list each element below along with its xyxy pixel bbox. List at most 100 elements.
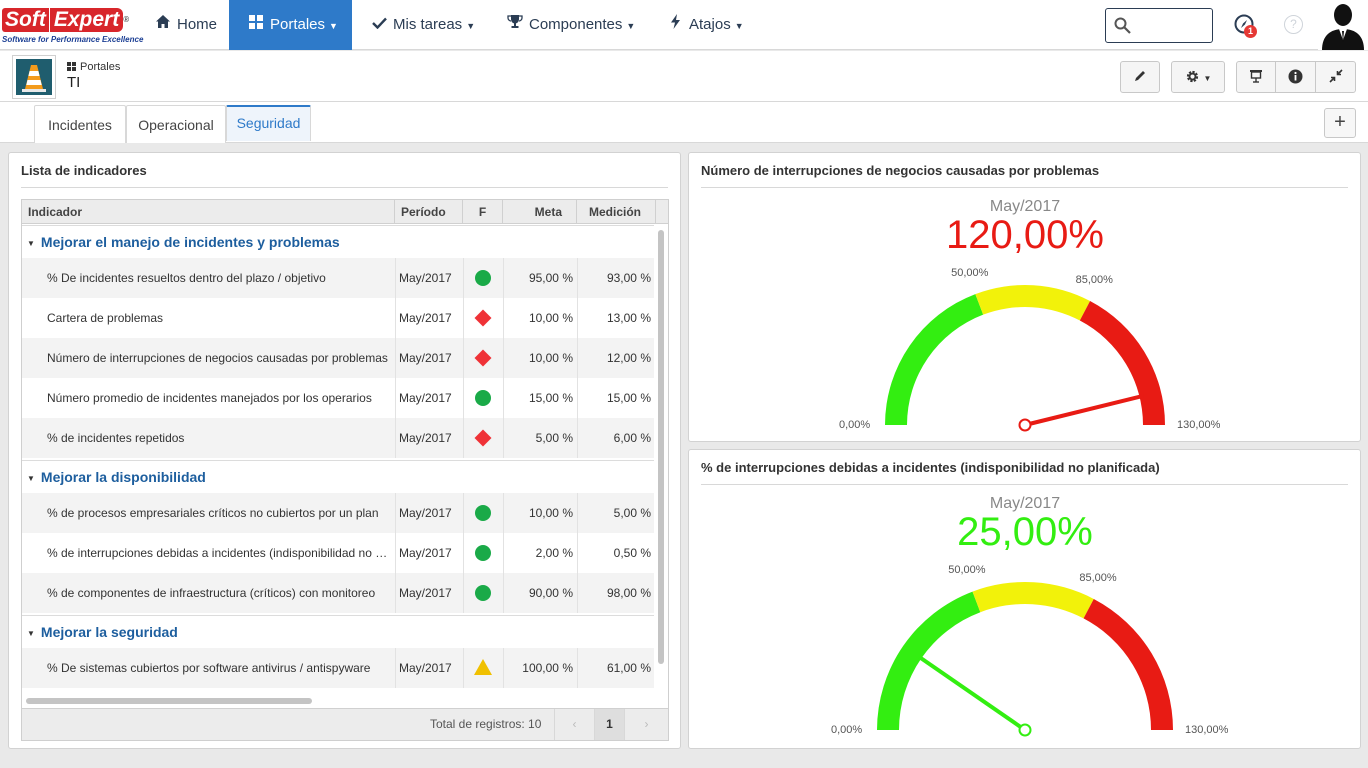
nav-atajos-label: Atajos: [689, 16, 731, 33]
indicator-measure: 6,00 %: [613, 431, 651, 445]
caret-down-icon: ▼: [27, 474, 35, 483]
chevron-down-icon: ▼: [1203, 74, 1212, 83]
column-header-medicion[interactable]: Medición: [577, 200, 656, 224]
indicator-measure: 93,00 %: [606, 271, 651, 285]
divider: [463, 648, 464, 688]
softexpert-logo[interactable]: Soft Expert ® Software for Performance Exc…: [2, 6, 143, 46]
gauge-2-band-label-red-start: 85,00%: [1079, 572, 1117, 585]
divider: [503, 378, 504, 418]
table-row[interactable]: Cartera de problemas May/2017 10,00 % 13,00…: [22, 298, 654, 338]
group-label: Mejorar la seguridad: [40, 624, 178, 640]
table-row[interactable]: % De incidentes resueltos dentro del pla…: [22, 258, 654, 298]
indicator-period: May/2017: [399, 586, 452, 600]
gauge-needle: [1024, 393, 1144, 427]
logo-part-a: Soft: [2, 8, 49, 32]
portal-thumbnail: [12, 55, 56, 99]
next-page-button[interactable]: ›: [624, 709, 668, 740]
column-header-meta[interactable]: Meta: [503, 200, 577, 224]
status-red-icon: [474, 429, 492, 447]
chevron-down-icon: ▼: [734, 21, 744, 31]
indicator-name: % de componentes de infraestructura (crí…: [47, 586, 376, 600]
group-row[interactable]: ▼ Mejorar la disponibilidad: [22, 460, 654, 493]
indicator-name: Número de interrupciones de negocios cau…: [47, 351, 388, 365]
table-row[interactable]: % de procesos empresariales críticos no …: [22, 493, 654, 533]
tab-incidentes[interactable]: Incidentes: [34, 105, 126, 143]
settings-button[interactable]: ▼: [1171, 61, 1225, 93]
collapse-button[interactable]: [1315, 61, 1356, 93]
table-row[interactable]: % de componentes de infraestructura (crí…: [22, 573, 654, 613]
indicator-name: Cartera de problemas: [47, 311, 164, 325]
nav-componentes[interactable]: Componentes ▼: [506, 0, 635, 50]
indicator-period: May/2017: [399, 431, 452, 445]
gauge-band-1: [972, 582, 1094, 619]
nav-home-label: Home: [177, 16, 218, 33]
group-row[interactable]: ▼ Mejorar la seguridad: [22, 615, 654, 648]
gauge-2-title: % de interrupciones debidas a incidentes…: [701, 460, 1160, 475]
breadcrumb[interactable]: Portales: [67, 61, 120, 73]
chevron-down-icon: ▼: [329, 21, 338, 31]
edit-button[interactable]: [1120, 61, 1160, 93]
divider: [577, 533, 578, 573]
gauge-1-band-label-red-start: 85,00%: [1075, 274, 1113, 287]
table-row[interactable]: % de interrupciones debidas a incidentes…: [22, 533, 654, 573]
divider: [395, 648, 396, 688]
divider: [503, 338, 504, 378]
vertical-scrollbar[interactable]: [658, 230, 664, 664]
indicator-status: [463, 338, 503, 378]
divider: [463, 378, 464, 418]
avatar[interactable]: [1318, 0, 1368, 50]
compress-icon: [1328, 69, 1343, 83]
indicator-goal: 2,00 %: [535, 546, 573, 560]
table-row[interactable]: % De sistemas cubiertos por software ant…: [22, 648, 654, 688]
notifications-button[interactable]: 1: [1234, 14, 1257, 38]
gauge-panel-2: % de interrupciones debidas a incidentes…: [688, 449, 1361, 749]
status-red-icon: [474, 349, 492, 367]
nav-mis-tareas[interactable]: Mis tareas ▼: [370, 0, 475, 50]
table-row[interactable]: Número de interrupciones de negocios cau…: [22, 338, 654, 378]
nav-componentes-label: Componentes: [529, 16, 623, 33]
divider: [503, 298, 504, 338]
breadcrumb-label: Portales: [80, 61, 121, 73]
column-header-periodo[interactable]: Período: [395, 200, 463, 224]
add-tab-button[interactable]: +: [1324, 108, 1356, 138]
nav-atajos[interactable]: Atajos ▼: [666, 0, 744, 50]
divider: [577, 258, 578, 298]
nav-portales[interactable]: Portales ▼: [229, 0, 352, 50]
global-search[interactable]: [1105, 8, 1213, 43]
indicators-panel-title: Lista de indicadores: [21, 163, 147, 178]
column-header-indicador[interactable]: Indicador: [22, 200, 395, 224]
table-row[interactable]: % de incidentes repetidos May/2017 5,00 % 6…: [22, 418, 654, 458]
tab-seguridad[interactable]: Seguridad: [226, 105, 311, 141]
indicator-goal: 95,00 %: [528, 271, 573, 285]
table-footer: Total de registros: 10 ‹ 1 ›: [22, 708, 668, 740]
nav-home[interactable]: Home: [154, 0, 217, 50]
bolt-icon: [666, 0, 684, 50]
horizontal-scrollbar[interactable]: [26, 698, 312, 704]
divider: [21, 187, 668, 188]
gauge-1-chart: [885, 285, 1165, 432]
indicator-goal: 10,00 %: [528, 311, 573, 325]
divider: [463, 258, 464, 298]
divider: [701, 484, 1348, 485]
help-button[interactable]: ?: [1284, 15, 1303, 34]
info-button[interactable]: [1275, 61, 1316, 93]
indicator-name: % de procesos empresariales críticos no …: [47, 506, 379, 520]
tab-operacional[interactable]: Operacional: [126, 105, 226, 143]
search-icon: [1114, 17, 1131, 34]
indicator-measure: 5,00 %: [613, 506, 651, 520]
table-row[interactable]: Número promedio de incidentes manejados …: [22, 378, 654, 418]
info-icon: [1288, 69, 1303, 84]
divider: [463, 533, 464, 573]
column-header-f[interactable]: F: [463, 200, 503, 224]
prev-page-button[interactable]: ‹: [554, 709, 594, 740]
group-row[interactable]: ▼ Mejorar el manejo de incidentes y probl…: [22, 225, 654, 258]
status-green-icon: [475, 585, 491, 601]
current-page-button[interactable]: 1: [594, 709, 624, 740]
gauge-1-band-label-yellow-start: 50,00%: [951, 266, 989, 279]
search-input[interactable]: [1138, 9, 1208, 40]
presentation-button[interactable]: [1236, 61, 1276, 93]
indicator-goal: 10,00 %: [528, 506, 573, 520]
indicator-goal: 15,00 %: [528, 391, 573, 405]
gauge-2-value: 25,00%: [957, 510, 1093, 554]
indicator-status: [463, 418, 503, 458]
